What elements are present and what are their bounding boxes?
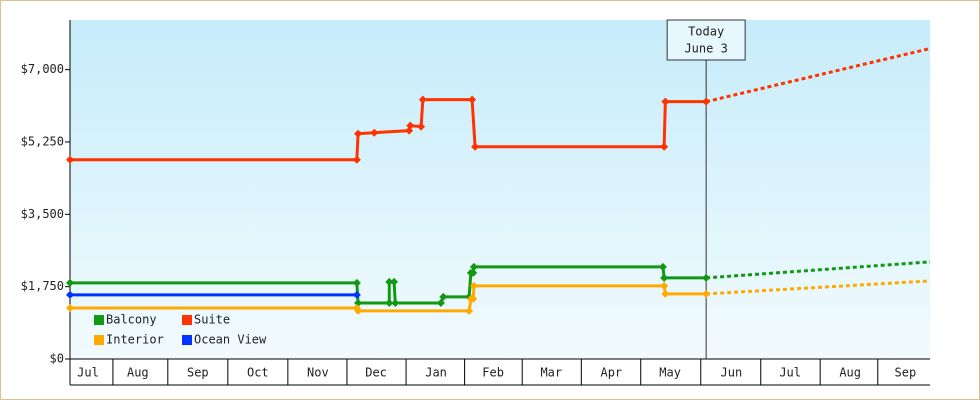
- legend-label: Ocean View: [194, 333, 267, 347]
- x-tick-label: Nov: [307, 366, 329, 380]
- legend-swatch: [182, 315, 192, 325]
- y-tick-label: $1,750: [21, 279, 64, 293]
- point: [469, 281, 478, 290]
- x-tick-label: Dec: [365, 366, 387, 380]
- point: [370, 128, 379, 137]
- legend-swatch: [94, 335, 104, 345]
- point: [390, 277, 399, 286]
- point: [66, 278, 74, 287]
- legend-swatch: [94, 315, 104, 325]
- point: [352, 278, 361, 287]
- y-tick-label: $3,500: [21, 207, 64, 221]
- today-box: [666, 19, 746, 61]
- forecast-line: [706, 279, 931, 296]
- point: [471, 142, 480, 151]
- x-tick-label: Feb: [482, 366, 504, 380]
- point: [660, 281, 669, 290]
- legend-swatch: [182, 335, 192, 345]
- today-label: June 3: [684, 42, 727, 56]
- point: [439, 292, 448, 301]
- forecast-line: [706, 260, 931, 280]
- legend-label: Balcony: [106, 313, 157, 327]
- point: [354, 129, 363, 138]
- point: [417, 122, 426, 131]
- point: [702, 273, 711, 282]
- forecast-line: [705, 47, 931, 104]
- point: [66, 155, 74, 164]
- point: [469, 262, 478, 271]
- x-tick-label: Jun: [721, 366, 743, 380]
- point: [468, 95, 477, 104]
- point: [418, 95, 427, 104]
- x-tick-label: Apr: [600, 366, 622, 380]
- plot-area: [70, 20, 930, 359]
- y-tick-label: $0: [50, 352, 64, 366]
- point: [661, 97, 670, 106]
- y-tick-label: $5,250: [21, 134, 64, 148]
- point: [658, 262, 667, 271]
- x-tick-label: Sep: [187, 366, 209, 380]
- point: [661, 289, 670, 298]
- y-tick-label: $7,000: [21, 62, 64, 76]
- point: [702, 289, 711, 298]
- point: [352, 155, 361, 164]
- series-line: [70, 265, 707, 305]
- x-tick-label: Jul: [779, 366, 801, 380]
- point: [406, 121, 415, 130]
- point: [660, 273, 669, 282]
- point: [66, 303, 74, 312]
- point: [465, 306, 474, 315]
- point: [660, 142, 669, 151]
- point: [391, 298, 400, 307]
- x-tick-label: Jan: [425, 366, 447, 380]
- x-tick-label: Mar: [540, 366, 562, 380]
- x-tick-label: Aug: [839, 366, 861, 380]
- point: [385, 298, 394, 307]
- point: [385, 277, 394, 286]
- point: [469, 294, 478, 303]
- x-tick-label: Jul: [77, 366, 99, 380]
- legend-label: Interior: [106, 333, 164, 347]
- today-label: Today: [688, 25, 724, 39]
- point: [352, 290, 361, 299]
- x-tick-label: Oct: [247, 366, 269, 380]
- legend-label: Suite: [194, 313, 230, 327]
- x-tick-label: May: [659, 366, 681, 380]
- x-tick-label: Aug: [127, 366, 149, 380]
- point: [436, 298, 445, 307]
- point: [469, 268, 478, 277]
- point: [702, 97, 711, 106]
- x-tick-label: Sep: [895, 366, 917, 380]
- point: [354, 306, 363, 315]
- point: [66, 290, 74, 299]
